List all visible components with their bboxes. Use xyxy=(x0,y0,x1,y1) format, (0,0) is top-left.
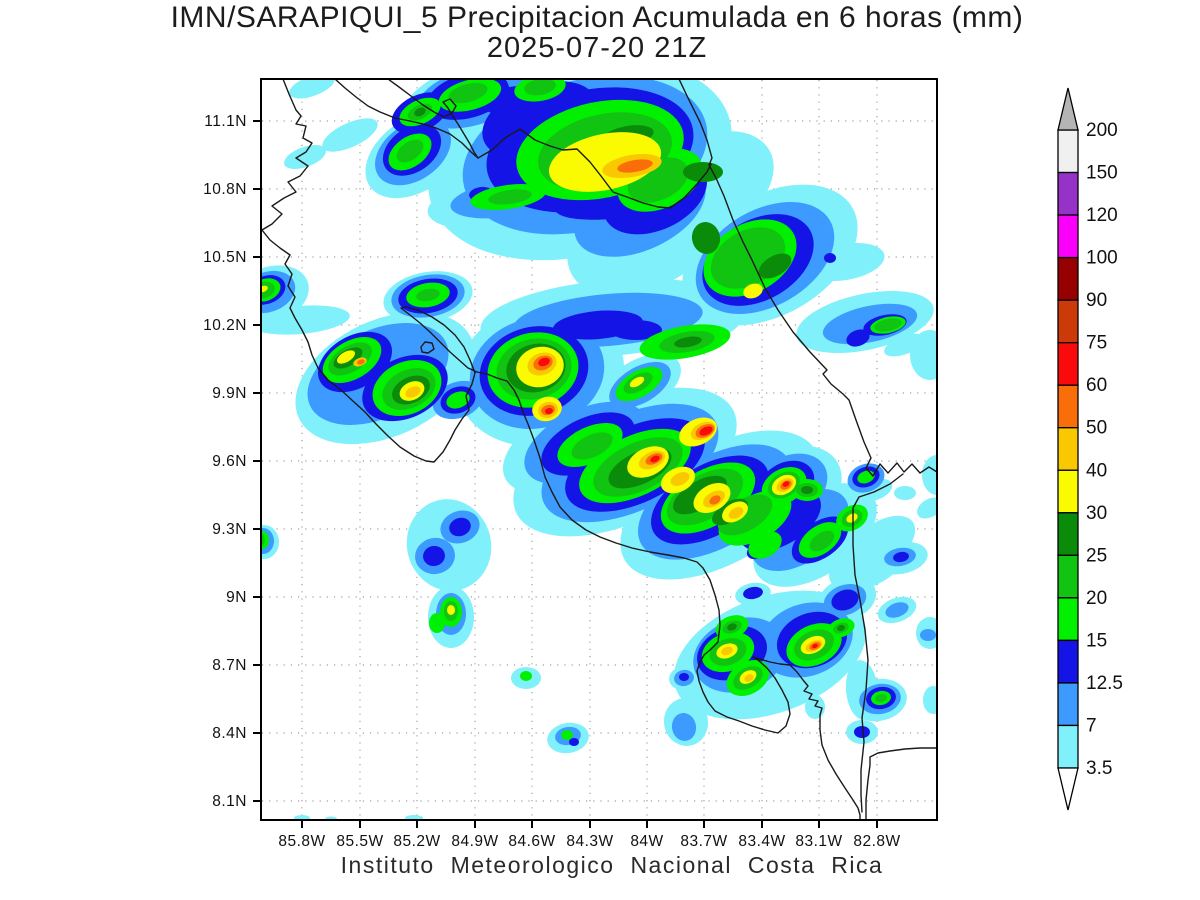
svg-text:83.4W: 83.4W xyxy=(738,833,785,850)
svg-text:10.2N: 10.2N xyxy=(203,317,247,334)
svg-text:20: 20 xyxy=(1086,588,1107,609)
svg-text:60: 60 xyxy=(1086,375,1107,396)
svg-text:9.6N: 9.6N xyxy=(212,453,247,470)
svg-text:50: 50 xyxy=(1086,418,1107,439)
svg-text:85.8W: 85.8W xyxy=(278,833,325,850)
svg-text:100: 100 xyxy=(1086,248,1118,269)
svg-text:120: 120 xyxy=(1086,205,1118,226)
coastline-borders xyxy=(262,80,936,819)
svg-text:10.5N: 10.5N xyxy=(203,249,247,266)
svg-text:200: 200 xyxy=(1086,120,1118,141)
svg-text:83.1W: 83.1W xyxy=(795,833,842,850)
svg-text:8.7N: 8.7N xyxy=(212,657,247,674)
svg-text:83.7W: 83.7W xyxy=(680,833,727,850)
svg-text:11.1N: 11.1N xyxy=(204,113,247,130)
svg-text:90: 90 xyxy=(1086,290,1107,311)
svg-text:9.3N: 9.3N xyxy=(212,521,247,538)
svg-text:84W: 84W xyxy=(630,833,663,850)
plot-title-line1: IMN/SARAPIQUI_5 Precipitacion Acumulada … xyxy=(170,1,1024,34)
svg-text:9.9N: 9.9N xyxy=(212,385,247,402)
svg-text:7: 7 xyxy=(1086,715,1097,736)
svg-text:8.1N: 8.1N xyxy=(212,793,247,810)
axis-tick-labels: 85.8W 85.5W 85.2W 84.9W 84.6W 84.3W 84W 83.7W 83… xyxy=(203,113,900,850)
svg-text:75: 75 xyxy=(1086,333,1107,354)
svg-text:150: 150 xyxy=(1086,163,1118,184)
svg-text:85.2W: 85.2W xyxy=(393,833,440,850)
colorbar-legend: 200 150 120 100 90 75 60 50 40 30 25 20 15 12.5 7 3.5 xyxy=(1057,87,1123,811)
svg-text:25: 25 xyxy=(1086,545,1107,566)
svg-text:15: 15 xyxy=(1086,630,1107,651)
svg-text:85.5W: 85.5W xyxy=(336,833,383,850)
svg-text:84.6W: 84.6W xyxy=(508,833,555,850)
plot-title: IMN/SARAPIQUI_5 Precipitacion Acumulada … xyxy=(0,1,1194,65)
svg-text:3.5: 3.5 xyxy=(1086,758,1112,779)
svg-text:82.8W: 82.8W xyxy=(853,833,900,850)
svg-text:84.9W: 84.9W xyxy=(451,833,498,850)
svg-text:40: 40 xyxy=(1086,460,1107,481)
plot-title-line2: 2025-07-20 21Z xyxy=(486,32,708,65)
map-frame-and-ticks xyxy=(253,78,938,828)
footer-attribution: Instituto Meteorologico Nacional Costa R… xyxy=(340,852,884,878)
precipitation-shading xyxy=(262,80,936,819)
svg-text:9N: 9N xyxy=(226,589,247,606)
svg-text:30: 30 xyxy=(1086,503,1107,524)
svg-text:84.3W: 84.3W xyxy=(566,833,613,850)
svg-text:12.5: 12.5 xyxy=(1086,673,1123,694)
svg-text:10.8N: 10.8N xyxy=(203,181,247,198)
svg-text:8.4N: 8.4N xyxy=(212,725,247,742)
